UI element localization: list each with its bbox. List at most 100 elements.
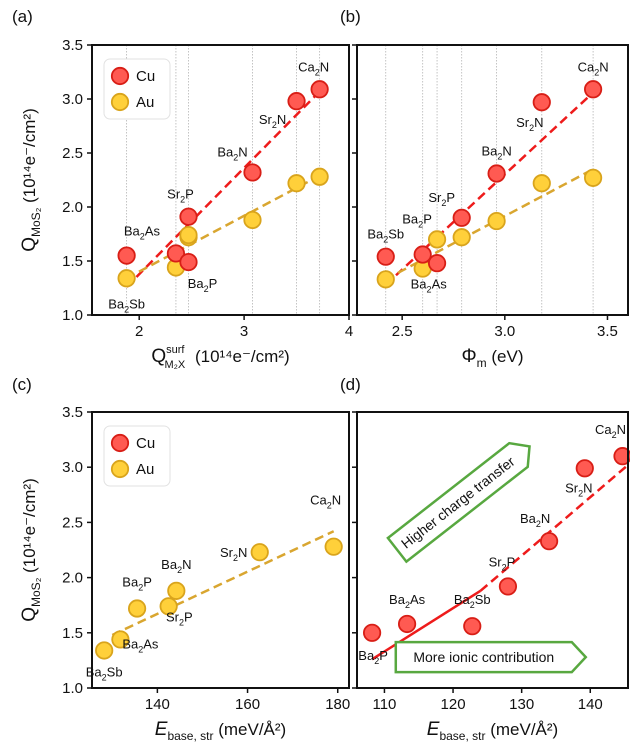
data-point-cu [498,577,518,596]
y-tick-label: 1.5 [62,625,83,642]
point-annotation: Ba2Sb [367,227,404,245]
point-annotation: Ca2N [578,59,609,77]
data-point-cu [243,163,262,182]
data-point-cu [532,93,551,112]
y-tick-label: 2.5 [62,514,83,531]
x-tick-label: 140 [145,696,170,713]
point-annotation: Ba2As [122,636,159,654]
point-annotation: Ba2P [188,276,218,294]
x-tick-label: 2 [135,323,143,340]
point-annotation: Sr2P [489,554,516,572]
plot-frame [356,44,629,316]
data-point-au [376,270,395,289]
data-point-au [159,597,178,616]
fit-line-cu [371,589,482,661]
legend-label-cu: Cu [136,68,155,85]
x-tick-label: 110 [372,696,396,713]
panel-label: (d) [340,375,361,394]
plot-area [111,530,335,637]
data-point-cu [166,244,186,263]
data-point-au [111,630,130,649]
arrow-shape [394,640,588,674]
x-tick-label: 3.0 [494,323,515,340]
panel-label: (a) [12,7,33,26]
plot-frame [356,411,629,689]
legend-marker-au [110,459,130,479]
x-tick-label: 160 [235,696,260,713]
y-tick-label: 3.5 [62,404,83,421]
fit-line-cu [479,464,628,592]
x-tick-label: 3.5 [597,323,618,340]
data-point-au [243,210,262,230]
point-annotation: Ba2N [520,511,550,529]
legend-label-au: Au [136,461,154,478]
data-point-cu [540,532,559,551]
figure-layer: 2 3 4 1.0 1.5 2.0 2.5 3.0 3.5 (a) Qsurf M₂X (10¹⁴e⁻… [12,7,630,743]
x-axis-label: Ebase, str (meV/Å²) [155,719,286,743]
point-annotation: Ba2N [481,144,511,162]
point-annotation: Sr2N [220,545,247,563]
data-point-cu [310,80,329,99]
data-point-cu [179,252,198,272]
y-tick-label: 2.5 [62,145,83,162]
y-tick-label: 1.0 [62,307,83,324]
point-annotation: Sr2N [259,112,286,130]
point-annotation: Sr2N [565,480,592,498]
x-tick-label: 2.5 [392,323,413,340]
y-axis-label: QMoS₂ (10¹⁴e⁻/cm²) [19,108,43,252]
panel-a: 2 3 4 1.0 1.5 2.0 2.5 3.0 3.5 (a) Qsurf M₂X (10¹⁴e⁻… [12,7,353,371]
data-point-au [310,167,329,186]
x-axis-label: Φm (eV) [461,346,523,370]
data-point-cu [287,92,306,111]
data-point-cu [487,164,506,183]
y-tick-label: 1.0 [62,680,83,697]
panel-label: (c) [12,375,32,394]
x-axis-label: Ebase, str (meV/Å²) [427,719,558,743]
legend-marker-cu [110,66,130,86]
point-annotation: Ba2P [358,648,388,666]
arrow-text: More ionic contribution [413,649,554,665]
point-annotation: Ba2Sb [86,664,123,682]
plot-area [371,464,628,661]
data-point-cu [179,207,198,226]
point-annotation: Ba2As [389,592,426,610]
data-point-au [127,599,147,618]
panel-b: 2.5 3.0 3.5(b)Φm (eV)Ca2NSr2NBa2NSr2PBa2PB… [340,7,629,370]
data-point-cu [613,447,630,466]
arrow-box-1: Higher charge transfer [386,441,531,564]
panel-c: 140 160 180 1.0 1.5 2.0 2.5 3.0 3.5 (c) Ebase, str… [12,375,350,743]
y-tick-label: 2.0 [62,199,83,216]
data-point-cu [117,246,136,265]
data-point-au [452,228,471,247]
data-point-au [117,269,136,288]
fit-line-au [111,530,335,637]
data-point-au [487,211,506,231]
point-annotation: Ba2N [217,144,247,162]
y-tick-label: 3.5 [62,37,83,54]
data-point-au [532,174,551,193]
point-annotation: Ba2Sb [108,296,145,314]
legend-label-cu: Cu [136,435,155,452]
arrow-text: Higher charge transfer [398,453,518,552]
point-annotation: Sr2P [166,609,193,627]
plot-frame [91,44,350,316]
arrow-box-2: More ionic contribution [394,640,588,674]
legend-marker-au [110,92,130,112]
plot-frame [91,411,350,689]
data-point-au [179,225,198,245]
data-point-cu [397,614,417,634]
arrow-shape [386,441,531,564]
point-annotation: Sr2P [428,190,455,208]
point-annotation: Ba2N [161,557,191,575]
panel-label: (b) [340,7,361,26]
panel-d: Higher charge transfer More ionic contrib… [340,375,630,743]
data-point-au [250,543,269,562]
point-annotation: Ba2P [402,211,432,229]
data-point-au [427,230,447,249]
data-point-cu [362,623,382,642]
point-annotation: Ca2N [298,59,329,77]
data-point-au [287,174,306,193]
data-point-au [167,581,186,600]
y-axis-label: QMoS₂ (10¹⁴e⁻/cm²) [19,478,43,622]
